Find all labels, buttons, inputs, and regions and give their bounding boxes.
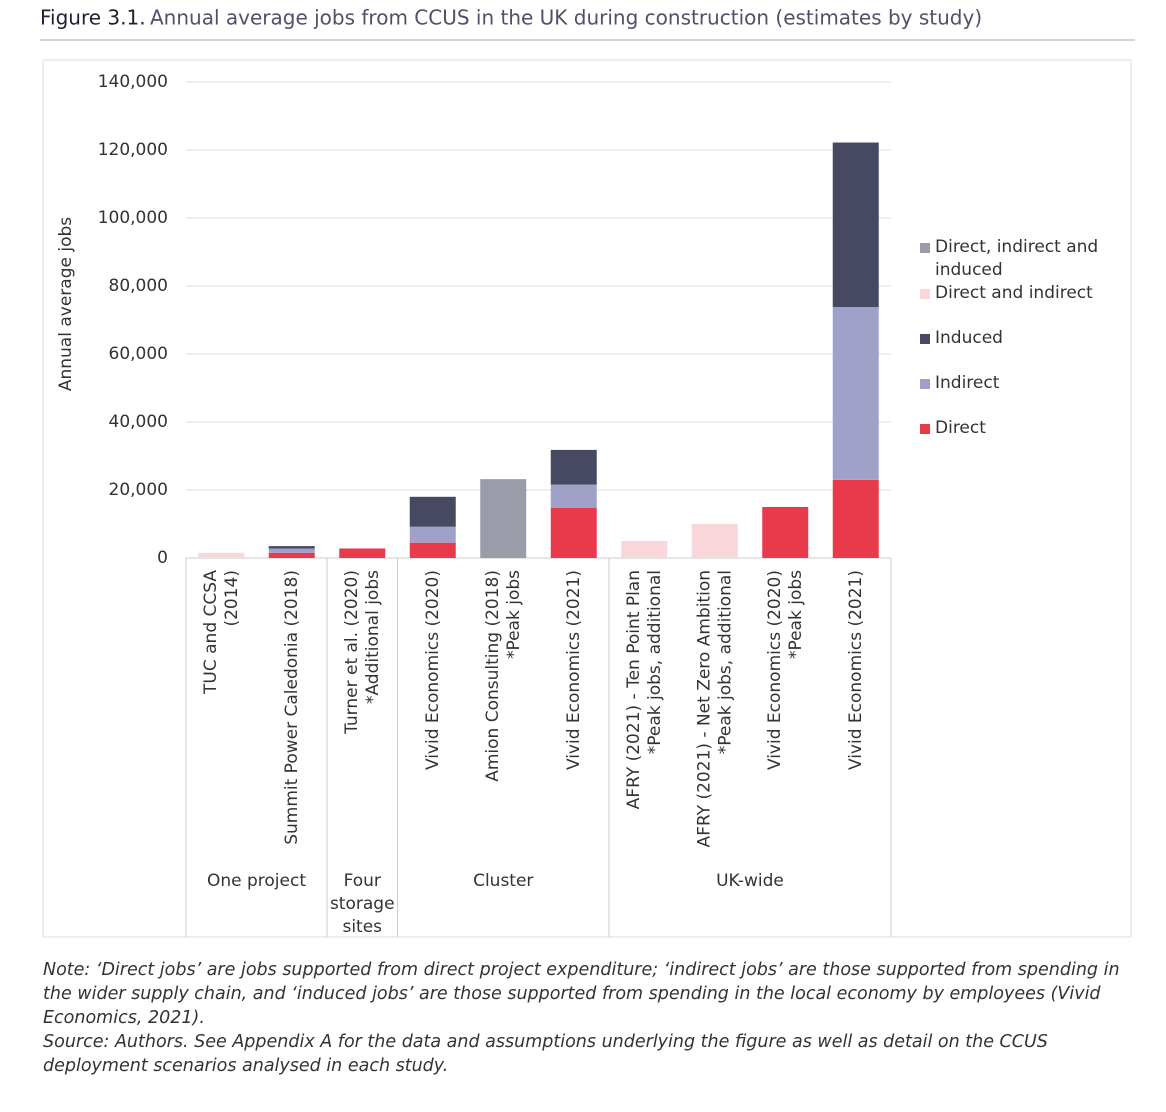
x-tick-label: Vivid Economics (2020) (765, 570, 785, 770)
x-tick-label: *Peak jobs, additional (715, 570, 735, 754)
x-tick-label: Vivid Economics (2021) (846, 570, 866, 770)
bar-segment (268, 552, 315, 558)
bar-segment (621, 541, 668, 558)
x-tick-label: AFRY (2021) - Net Zero Ambition (694, 570, 714, 847)
note: Note: ‘Direct jobs’ are jobs supported f… (43, 960, 1120, 1028)
group-label: UK-wide (716, 871, 784, 891)
y-tick-label: 0 (157, 548, 168, 568)
x-tick-label: Vivid Economics (2020) (423, 570, 443, 770)
bar-segment (762, 507, 809, 558)
x-tick-label: Summit Power Caledonia (2018) (282, 570, 302, 845)
legend-swatch (920, 424, 930, 434)
notes: Note: ‘Direct jobs’ are jobs supported f… (43, 958, 1143, 1078)
y-axis-title: Annual average jobs (56, 217, 76, 391)
legend-item: Indirect (920, 372, 1120, 395)
x-tick-label: (2014) (222, 570, 242, 627)
legend-label: Direct and indirect (935, 283, 1093, 303)
bar-segment (691, 524, 738, 558)
bar-segment (480, 479, 527, 558)
bar-segment (409, 526, 456, 543)
x-tick-label: Amion Consulting (2018) (483, 570, 503, 782)
legend-swatch (920, 289, 930, 299)
y-tick-label: 140,000 (98, 72, 168, 92)
legend-label: Direct, indirect and induced (935, 237, 1099, 280)
legend: Direct, indirect and induced Direct and i… (920, 236, 1120, 462)
group-label: One project (207, 871, 306, 891)
x-tick-label: *Peak jobs (504, 570, 524, 659)
bar-segment (550, 449, 597, 485)
bar-segment (832, 307, 879, 480)
bar-segment (268, 546, 315, 549)
group-label: sites (342, 917, 382, 937)
legend-item: Direct and indirect (920, 282, 1120, 305)
bar-segment (550, 484, 597, 508)
group-label: storage (330, 894, 395, 914)
legend-label: Direct (935, 418, 986, 438)
x-tick-label: TUC and CCSA (201, 570, 221, 695)
bar-segment (198, 552, 245, 558)
x-tick-label: *Peak jobs, additional (645, 570, 665, 754)
legend-item: Induced (920, 327, 1120, 350)
x-tick-label: *Peak jobs (786, 570, 806, 659)
bar-segment (550, 507, 597, 558)
figure-label: Figure 3.1. (40, 6, 146, 30)
group-label: Cluster (473, 871, 533, 891)
legend-label: Indirect (935, 373, 1000, 393)
bar-segment (409, 496, 456, 527)
y-tick-label: 120,000 (98, 140, 168, 160)
y-tick-label: 40,000 (109, 412, 168, 432)
legend-swatch (920, 334, 930, 344)
bar-segment (339, 548, 386, 558)
source: Source: Authors. See Appendix A for the … (43, 1032, 1048, 1076)
group-label: Four (344, 871, 381, 891)
chart-frame (42, 59, 1132, 938)
legend-item: Direct, indirect and induced (920, 236, 1120, 282)
chart: Figure 3.1. Annual average jobs from CCU… (40, 6, 1135, 938)
y-tick-label: 60,000 (109, 344, 168, 364)
bar-segment (832, 142, 879, 308)
bar-segment (409, 542, 456, 558)
x-tick-label: Turner et al. (2020) (342, 570, 362, 735)
x-tick-label: *Additional jobs (363, 570, 383, 704)
chart-title: Annual average jobs from CCUS in the UK … (150, 6, 982, 30)
legend-item: Direct (920, 417, 1120, 440)
x-tick-label: AFRY (2021) - Ten Point Plan (624, 570, 644, 809)
legend-swatch (920, 243, 930, 253)
legend-swatch (920, 379, 930, 389)
y-tick-label: 80,000 (109, 276, 168, 296)
x-tick-label: Vivid Economics (2021) (564, 570, 584, 770)
bar-segment (268, 548, 315, 553)
y-tick-label: 100,000 (98, 208, 168, 228)
legend-label: Induced (935, 328, 1003, 348)
y-tick-label: 20,000 (109, 480, 168, 500)
bar-segment (832, 479, 879, 558)
